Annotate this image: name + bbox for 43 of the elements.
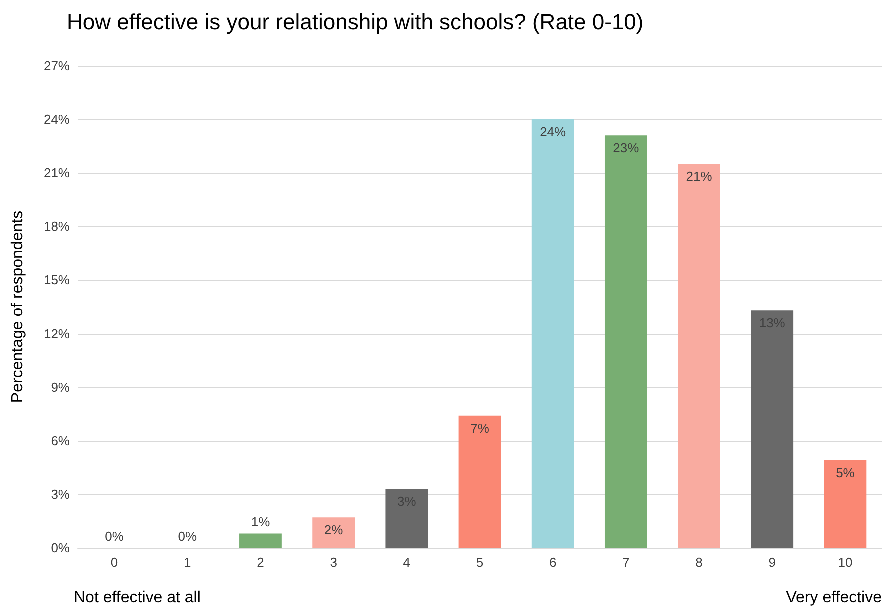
x-tick-label: 9	[768, 555, 776, 570]
bar	[604, 136, 648, 548]
data-label: 0%	[178, 529, 198, 544]
y-tick-label: 9%	[51, 380, 70, 395]
data-label: 23%	[613, 140, 640, 156]
y-tick-label: 0%	[51, 540, 70, 556]
x-tick-label: 10	[838, 555, 853, 570]
x-tick-label: 3	[330, 555, 338, 570]
data-label: 7%	[470, 420, 490, 436]
x-tick-label: 5	[476, 555, 484, 570]
y-tick-label: 3%	[51, 486, 70, 502]
y-tick-label: 18%	[44, 219, 70, 234]
x-tick-label: 7	[622, 555, 630, 570]
y-tick-label: 12%	[44, 326, 70, 342]
x-tick-label: 0	[110, 555, 118, 570]
x-tick-label: 1	[184, 555, 192, 570]
y-tick-label: 27%	[44, 58, 70, 74]
bar	[678, 164, 720, 548]
data-label: 21%	[686, 169, 713, 184]
data-label: 2%	[324, 522, 344, 538]
y-tick-label: 6%	[51, 433, 70, 448]
x-tick-label: 4	[403, 555, 411, 570]
bar	[386, 489, 428, 548]
text: Very effective	[786, 590, 882, 606]
bar	[532, 120, 574, 548]
data-label: 5%	[836, 466, 856, 481]
y-tick-label: 15%	[44, 272, 70, 288]
text: Not effective at all	[74, 590, 201, 606]
data-label: 0%	[105, 529, 124, 544]
x-tick-label: 6	[549, 555, 557, 570]
bar	[751, 310, 794, 548]
y-tick-label: 21%	[44, 166, 70, 181]
y-tick-label: 24%	[44, 112, 70, 128]
bar	[458, 416, 502, 548]
data-label: 1%	[251, 514, 271, 530]
x-tick-label: 8	[696, 555, 703, 570]
y-axis-title: Percentage of respondents	[10, 210, 26, 404]
chart-title: How effective is your relationship with schools? (Rate 0-10)	[67, 10, 644, 34]
x-tick-label: 2	[257, 555, 264, 570]
bar	[240, 534, 282, 548]
bar	[824, 460, 867, 548]
data-label: 24%	[540, 124, 567, 140]
bar	[312, 518, 356, 548]
